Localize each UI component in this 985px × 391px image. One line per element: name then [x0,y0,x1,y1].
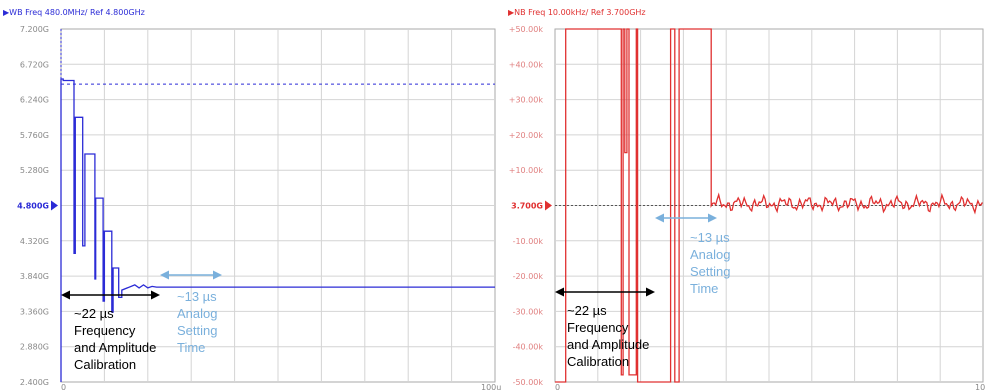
nb-chart-title: ▶NB Freq 10.00kHz/ Ref 3.700GHz [508,8,646,17]
nb-setting-arrowhead-left [655,213,664,223]
wb-setting-arrowhead-right [213,270,222,280]
wb-y-tick-label: 2.400G [20,378,49,387]
nb-y-tick-label: +10.00k [509,166,544,175]
nb-y-tick-label: 3.700G [511,202,543,211]
nb-calibration-arrowhead-left [555,287,564,297]
wb-setting-label-2: Analog [177,306,217,321]
nb-chart: ▶NB Freq 10.00kHz/ Ref 3.700GHz +50.00k+… [508,8,985,391]
nb-y-tick-label: +30.00k [509,96,544,105]
nb-y-tick-label: -10.00k [513,237,544,246]
wb-y-tick-label: 3.360G [20,307,49,316]
nb-x-end-label: 10 [975,383,985,391]
nb-y-tick-labels: +50.00k +40.00k +30.00k +20.00k +10.00k 3.700… [509,25,544,387]
wb-y-tick-label: 7.200G [20,25,49,34]
nb-x-start-label: 0 [555,383,560,391]
wb-y-tick-label: 2.880G [20,343,49,352]
wb-y-tick-labels: 7.200G 6.720G 6.240G 5.760G 5.280G 4.800G 4.32… [17,25,49,387]
nb-setting-label-4: Time [690,281,718,296]
nb-y-tick-label: +20.00k [509,131,544,140]
nb-setting-label-3: Setting [690,264,730,279]
nb-calibration-arrowhead-right [646,287,655,297]
nb-grid [555,29,983,382]
wb-x-end-label: 100u [481,383,501,391]
wb-y-tick-label: 4.800G [17,202,49,211]
wb-calibration-label-1: ~22 µs [74,306,114,321]
wb-y-tick-label: 3.840G [20,272,49,281]
nb-y-tick-label: -50.00k [513,378,544,387]
wb-x-start-label: 0 [61,383,66,391]
wb-y-tick-label: 6.240G [20,96,49,105]
nb-y-tick-label: -40.00k [513,343,544,352]
wb-chart-title: ▶WB Freq 480.0MHz/ Ref 4.800GHz [3,8,145,17]
wb-setting-label-4: Time [177,340,205,355]
nb-y-tick-label: -20.00k [513,272,544,281]
wb-calibration-label-4: Calibration [74,357,136,372]
nb-calibration-label-3: and Amplitude [567,337,649,352]
wb-calibration-annotation: ~22 µs Frequency and Amplitude Calibrati… [61,290,160,372]
wb-y-tick-label: 5.280G [20,166,49,175]
wb-y-tick-label: 6.720G [20,60,49,69]
nb-setting-label-2: Analog [690,247,730,262]
wb-ref-marker [51,200,58,211]
nb-y-tick-label: +50.00k [509,25,544,34]
wb-trace [60,78,495,382]
nb-calibration-label-1: ~22 µs [567,303,607,318]
wb-calibration-arrowhead-right [151,290,160,300]
nb-calibration-label-4: Calibration [567,354,629,369]
nb-trace [555,28,983,383]
nb-ref-marker [545,200,552,211]
wb-chart: ▶WB Freq 480.0MHz/ Ref 4.800GHz 7.200G 6.… [3,8,501,391]
wb-calibration-arrowhead-left [61,290,70,300]
wb-grid [61,29,495,382]
nb-setting-annotation: ~13 µs Analog Setting Time [655,213,730,296]
nb-y-tick-label: -30.00k [513,307,544,316]
nb-calibration-annotation: ~22 µs Frequency and Amplitude Calibrati… [555,287,655,369]
nb-y-tick-label: +40.00k [509,60,544,69]
wb-setting-label-1: ~13 µs [177,289,217,304]
wb-y-tick-label: 5.760G [20,131,49,140]
nb-calibration-label-2: Frequency [567,320,629,335]
nb-setting-arrowhead-right [708,213,717,223]
nb-setting-label-1: ~13 µs [690,230,730,245]
wb-y-tick-label: 4.320G [20,237,49,246]
wb-calibration-label-3: and Amplitude [74,340,156,355]
wb-setting-annotation: ~13 µs Analog Setting Time [160,270,222,355]
wb-setting-label-3: Setting [177,323,217,338]
wb-calibration-label-2: Frequency [74,323,136,338]
wb-setting-arrowhead-left [160,270,169,280]
